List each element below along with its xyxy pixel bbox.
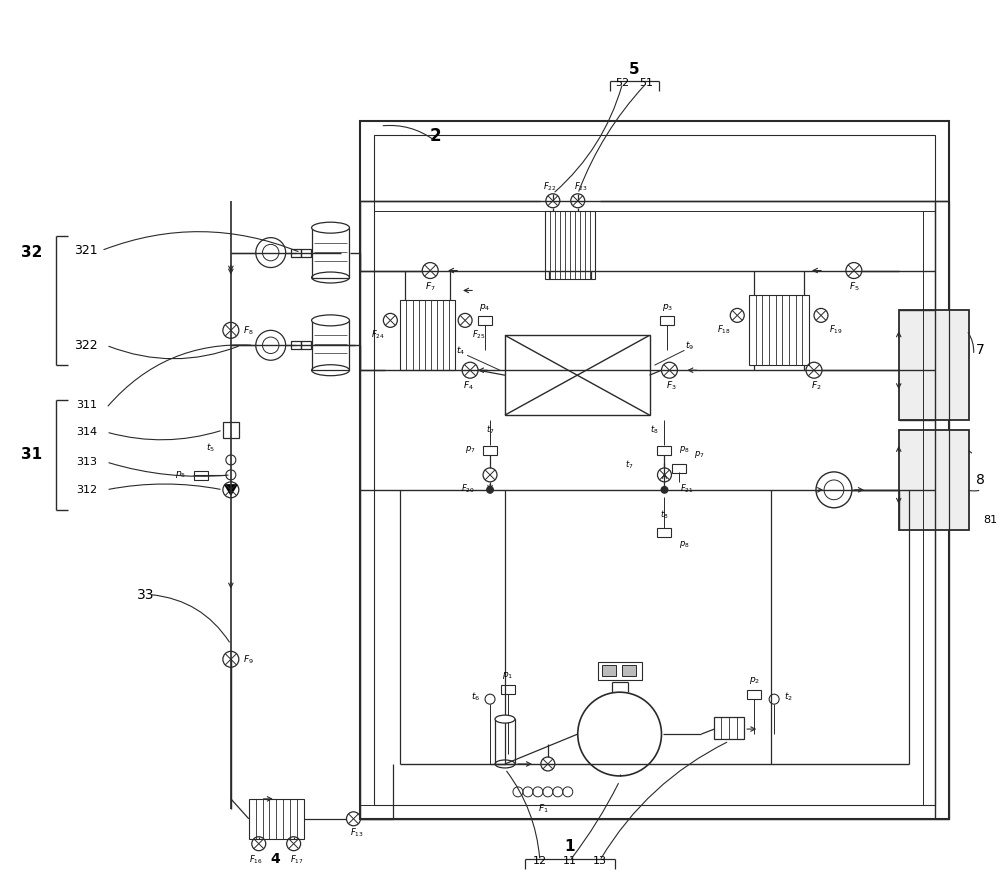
Text: $t_7$: $t_7$ xyxy=(486,424,494,436)
Text: 311: 311 xyxy=(76,400,97,410)
Bar xyxy=(312,228,349,277)
Bar xyxy=(672,464,686,473)
Text: $t_8$: $t_8$ xyxy=(660,509,669,521)
Text: $p_8$: $p_8$ xyxy=(679,445,690,455)
Bar xyxy=(622,666,636,676)
Bar xyxy=(602,666,616,676)
Text: $t_4$: $t_4$ xyxy=(456,344,465,357)
Bar xyxy=(545,210,595,279)
Text: 32: 32 xyxy=(21,245,42,260)
Text: 2: 2 xyxy=(429,127,441,145)
Text: $F_{17}$: $F_{17}$ xyxy=(290,853,304,866)
Text: 312: 312 xyxy=(76,485,97,495)
Text: 1: 1 xyxy=(565,839,575,854)
Bar xyxy=(657,446,671,455)
Text: $F_2$: $F_2$ xyxy=(811,380,821,392)
Bar xyxy=(312,320,349,370)
Text: $t_7$: $t_7$ xyxy=(625,459,634,471)
Bar xyxy=(291,248,301,257)
Bar xyxy=(657,528,671,537)
Bar xyxy=(360,121,949,819)
Text: $F_{18}$: $F_{18}$ xyxy=(717,323,731,336)
Text: 5: 5 xyxy=(629,61,640,76)
Bar xyxy=(899,310,969,420)
Text: $F_{16}$: $F_{16}$ xyxy=(249,853,263,866)
Bar xyxy=(483,446,497,455)
Text: 314: 314 xyxy=(76,427,97,437)
Text: $F_{20}$: $F_{20}$ xyxy=(461,482,475,496)
Circle shape xyxy=(486,486,494,494)
Text: $t_6$: $t_6$ xyxy=(471,691,481,703)
Text: 321: 321 xyxy=(75,244,98,257)
Text: 12: 12 xyxy=(533,856,547,866)
Text: 33: 33 xyxy=(137,588,155,602)
Bar xyxy=(505,335,650,415)
Text: 31: 31 xyxy=(21,447,42,462)
Bar xyxy=(478,317,492,325)
Ellipse shape xyxy=(495,715,515,724)
Text: 7: 7 xyxy=(976,343,985,357)
Text: $F_{22}$: $F_{22}$ xyxy=(543,181,557,193)
Text: $F_9$: $F_9$ xyxy=(243,653,254,666)
Text: $F_{23}$: $F_{23}$ xyxy=(574,181,588,193)
Text: $t_2$: $t_2$ xyxy=(784,691,793,703)
Text: 11: 11 xyxy=(563,856,577,866)
Text: $p_4$: $p_4$ xyxy=(479,302,491,313)
Circle shape xyxy=(660,486,668,494)
Text: 322: 322 xyxy=(75,339,98,352)
Text: $p_2$: $p_2$ xyxy=(749,674,760,686)
Bar xyxy=(714,717,744,739)
Text: $F_{19}$: $F_{19}$ xyxy=(829,323,843,336)
Bar xyxy=(749,296,809,365)
Text: $p_7$: $p_7$ xyxy=(465,445,475,455)
Text: $F_5$: $F_5$ xyxy=(849,281,859,293)
Text: 51: 51 xyxy=(640,78,654,88)
Text: 8: 8 xyxy=(976,473,985,487)
Text: $F_{13}$: $F_{13}$ xyxy=(350,826,363,839)
Text: $p_1$: $p_1$ xyxy=(502,670,514,681)
Bar xyxy=(400,301,455,370)
Bar xyxy=(747,690,761,699)
Bar xyxy=(249,799,304,838)
Text: 52: 52 xyxy=(616,78,630,88)
Bar xyxy=(598,662,642,681)
Ellipse shape xyxy=(312,222,349,233)
Text: $F_4$: $F_4$ xyxy=(463,380,474,392)
Text: $t_8$: $t_8$ xyxy=(650,424,659,436)
Text: $F_1$: $F_1$ xyxy=(538,802,548,815)
Text: 13: 13 xyxy=(593,856,607,866)
Bar xyxy=(223,422,239,438)
Text: $p_3$: $p_3$ xyxy=(662,302,673,313)
Text: $p_8$: $p_8$ xyxy=(679,539,690,550)
Text: $F_{25}$: $F_{25}$ xyxy=(472,328,486,340)
Bar xyxy=(899,430,969,530)
Text: 81: 81 xyxy=(983,515,998,524)
Text: 313: 313 xyxy=(76,457,97,467)
Text: $F_{24}$: $F_{24}$ xyxy=(371,328,385,340)
Bar xyxy=(301,341,311,349)
Text: $F_{21}$: $F_{21}$ xyxy=(680,482,693,496)
Text: $t_9$: $t_9$ xyxy=(685,339,694,352)
Bar xyxy=(374,135,935,805)
Text: $p_5$: $p_5$ xyxy=(175,469,187,481)
Bar xyxy=(194,471,208,480)
Bar xyxy=(660,317,674,325)
Bar xyxy=(495,719,515,764)
Text: $t_5$: $t_5$ xyxy=(206,442,215,454)
Text: $F_7$: $F_7$ xyxy=(425,281,436,293)
Bar xyxy=(501,685,515,695)
Bar xyxy=(291,341,301,349)
Text: 4: 4 xyxy=(271,852,281,866)
Text: $F_3$: $F_3$ xyxy=(666,380,677,392)
Text: $p_7$: $p_7$ xyxy=(694,449,705,460)
Text: $F_8$: $F_8$ xyxy=(243,324,254,337)
Ellipse shape xyxy=(312,315,349,326)
Bar xyxy=(301,248,311,257)
Polygon shape xyxy=(225,485,237,495)
